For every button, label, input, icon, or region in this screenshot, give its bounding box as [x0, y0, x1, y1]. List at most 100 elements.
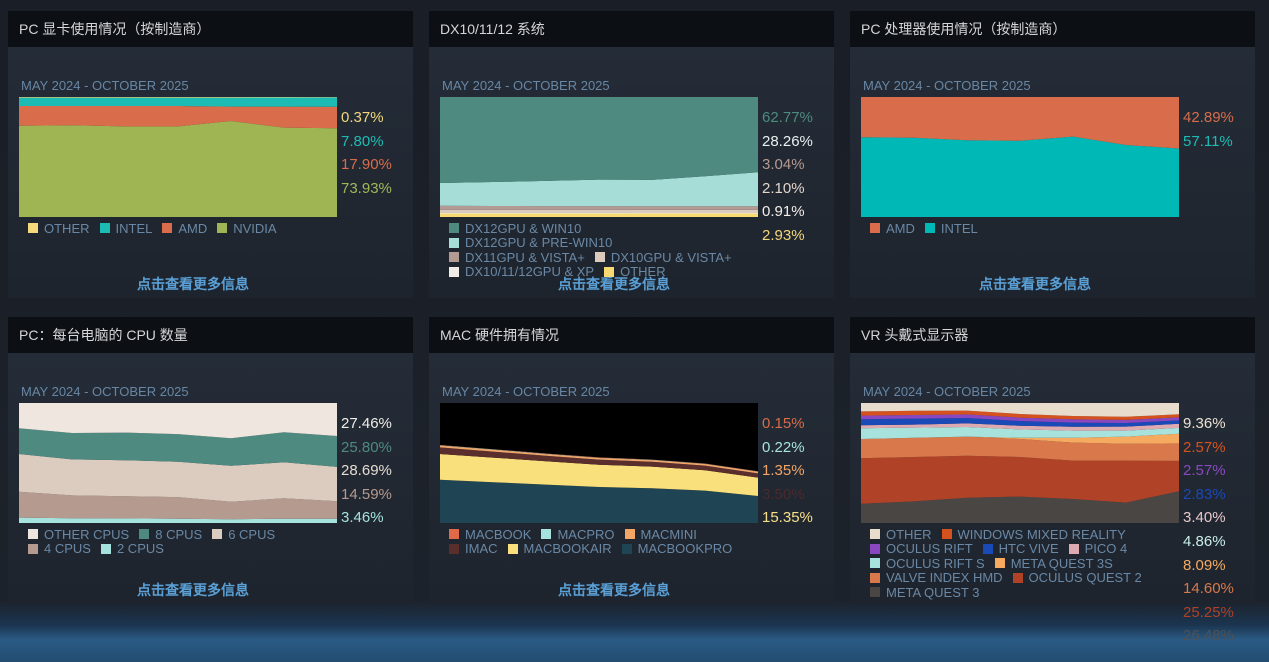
stacked-area-chart [861, 403, 1179, 523]
legend-item: META QUEST 3 [870, 585, 979, 600]
value-label: 25.25% [1183, 603, 1234, 621]
legend-item: MACPRO [541, 527, 615, 542]
more-info-link[interactable]: 点击查看更多信息 [137, 582, 249, 598]
legend-swatch [870, 587, 880, 598]
value-label: 2.93% [762, 226, 805, 244]
legend-label: NVIDIA [233, 220, 277, 236]
legend-item: OTHER [28, 221, 90, 236]
more-info-link[interactable]: 点击查看更多信息 [137, 276, 249, 292]
more-info-link[interactable]: 点击查看更多信息 [558, 276, 670, 292]
stacked-area-chart [861, 97, 1179, 217]
legend-swatch [1068, 543, 1079, 554]
area-4-cpus [19, 491, 337, 520]
panel-cpu-count: PC：每台电脑的 CPU 数量 MAY 2024 - OCTOBER 2025 27… [8, 317, 413, 604]
date-range: MAY 2024 - OCTOBER 2025 [21, 78, 189, 93]
value-label: 26.48% [1183, 627, 1234, 645]
legend-swatch [870, 558, 880, 569]
value-label: 25.80% [341, 438, 392, 456]
legend-swatch [449, 529, 459, 540]
value-label: 0.22% [762, 438, 805, 456]
value-label: 28.69% [341, 462, 392, 480]
legend-swatch [924, 223, 935, 234]
area-macmini [440, 445, 758, 474]
legend-swatch [870, 529, 880, 540]
area-6-cpus [19, 454, 337, 502]
chart-svg [19, 403, 337, 523]
legend-item: AMD [870, 221, 915, 236]
legend-item: 8 CPUS [139, 527, 202, 542]
legend-swatch [212, 529, 223, 540]
legend-label: 6 CPUS [228, 526, 276, 542]
stacked-area-chart [440, 403, 758, 523]
legend-item: OCULUS QUEST 2 [1012, 570, 1142, 586]
value-label: 0.37% [341, 109, 384, 126]
legend-swatch [870, 223, 880, 234]
value-label: 4.86% [1183, 532, 1226, 550]
legend-label: INTEL [940, 220, 978, 236]
area-imac [440, 447, 758, 478]
legend-label: DX11GPU & VISTA+ [465, 249, 585, 265]
area-other [440, 213, 758, 217]
area-amd [19, 106, 337, 129]
value-label: 2.83% [1183, 485, 1226, 503]
legend-swatch [507, 543, 518, 554]
date-range: MAY 2024 - OCTOBER 2025 [21, 384, 189, 399]
legend-item: MACBOOKAIR [507, 541, 612, 556]
legend-label: AMD [886, 220, 915, 236]
area-valve-index-hmd [861, 436, 1179, 461]
legend-swatch [941, 529, 952, 540]
stacked-area-chart [440, 97, 758, 217]
legend-swatch [449, 223, 459, 234]
legend-swatch [28, 223, 38, 234]
area-other [861, 403, 1179, 417]
legend-swatch [621, 543, 632, 554]
legend-swatch [624, 529, 635, 540]
legend: OTHER WINDOWS MIXED REALITY OCULUS RIFT HTC… [870, 527, 1175, 600]
legend-label: MACBOOK [465, 526, 532, 542]
area-8-cpus [19, 428, 337, 467]
value-label: 0.15% [762, 415, 805, 432]
area-meta-quest-3s [861, 433, 1179, 444]
legend-label: OTHER [886, 526, 932, 542]
more-info-link[interactable]: 点击查看更多信息 [979, 276, 1091, 292]
legend-item: INTEL [924, 220, 978, 236]
area-macbook [440, 445, 758, 472]
legend-label: 2 CPUS [116, 541, 164, 557]
value-label: 2.10% [762, 179, 805, 197]
legend-item: 4 CPUS [28, 541, 91, 556]
value-label: 3.40% [1183, 509, 1226, 527]
value-labels: 9.36% 2.57% 2.57% 2.83% 3.40% 4.86% 8.09% 14.60… [1183, 412, 1234, 648]
area-meta-quest-3 [861, 491, 1179, 523]
value-label: 15.35% [762, 509, 813, 527]
legend: OTHER INTEL AMD NVIDIA [28, 221, 333, 236]
panel-title: PC 处理器使用情况（按制造商） [850, 11, 1255, 47]
legend-item: DX12GPU & PRE-WIN10 [449, 235, 612, 250]
legend-item: OCULUS RIFT S [870, 556, 985, 571]
legend-label: OTHER [620, 264, 666, 280]
legend-swatch [1012, 572, 1023, 583]
panel-title: DX10/11/12 系统 [429, 11, 834, 47]
legend-item: DX10GPU & VISTA+ [594, 250, 732, 265]
value-label: 14.60% [1183, 580, 1234, 598]
legend-label: OCULUS QUEST 2 [1028, 570, 1142, 586]
legend-item: NVIDIA [217, 220, 277, 236]
value-labels: 0.37% 7.80% 17.90% 73.93% [341, 106, 392, 200]
panel-gpu-vendor: PC 显卡使用情况（按制造商） MAY 2024 - OCTOBER 2025 0.… [8, 11, 413, 298]
value-label: 27.46% [341, 415, 392, 432]
legend-item: MACMINI [624, 527, 697, 542]
area-htc-vive [861, 418, 1179, 427]
legend-swatch [28, 529, 38, 540]
legend-label: OCULUS RIFT [886, 541, 973, 557]
date-range: MAY 2024 - OCTOBER 2025 [442, 384, 610, 399]
legend: OTHER CPUS 8 CPUS 6 CPUS 4 CPUS 2 CPUS [28, 527, 333, 556]
date-range: MAY 2024 - OCTOBER 2025 [863, 78, 1031, 93]
value-label: 28.26% [762, 132, 813, 150]
legend-swatch [100, 543, 111, 554]
chart-svg [861, 97, 1179, 217]
legend-swatch [870, 543, 880, 554]
panel-title: MAC 硬件拥有情况 [429, 317, 834, 353]
value-label: 62.77% [762, 109, 813, 126]
legend-item: INTEL [99, 221, 152, 236]
more-info-link[interactable]: 点击查看更多信息 [558, 582, 670, 598]
area-oculus-quest-2 [861, 455, 1179, 504]
